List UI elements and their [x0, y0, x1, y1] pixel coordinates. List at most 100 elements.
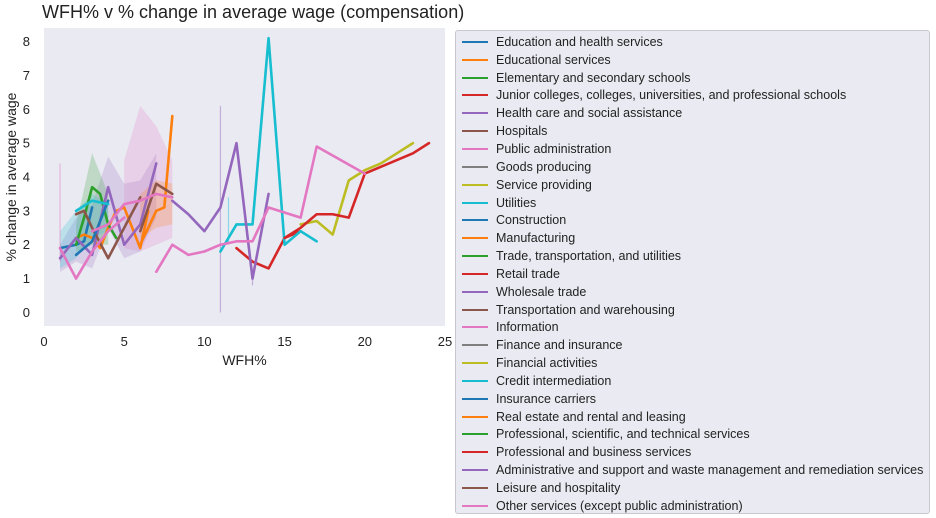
y-tick-label: 4	[23, 170, 30, 185]
series-line-6	[58, 216, 126, 280]
legend-item: Service providing	[462, 176, 929, 194]
legend-label: Professional, scientific, and technical …	[496, 427, 750, 442]
legend-swatch	[462, 397, 488, 400]
legend-swatch	[462, 165, 488, 168]
legend-swatch	[462, 487, 488, 490]
chart-plot: 0 5 10 15 20 25 0 1 2 3 4 5 6 7 8 WFH% % change in av…	[3, 28, 452, 368]
y-axis-label: % change in average wage	[3, 92, 19, 261]
legend-swatch	[462, 451, 488, 454]
legend-label: Trade, transportation, and utilities	[496, 249, 682, 264]
legend-item: Credit intermediation	[462, 372, 929, 390]
legend-swatch	[462, 94, 488, 97]
legend-item: Insurance carriers	[462, 390, 929, 408]
legend-swatch	[462, 308, 488, 311]
legend-label: Junior colleges, colleges, universities,…	[496, 88, 847, 103]
legend-item: Education and health services	[462, 33, 929, 51]
legend-label: Other services (except public administra…	[496, 498, 743, 513]
legend-item: Wholesale trade	[462, 283, 929, 301]
legend-label: Professional and business services	[496, 445, 692, 460]
legend-item: Trade, transportation, and utilities	[462, 247, 929, 265]
legend-swatch	[462, 147, 488, 150]
legend-swatch	[462, 326, 488, 329]
x-tick-labels: 0 5 10 15 20 25	[40, 334, 452, 349]
confidence-band-1	[124, 105, 173, 252]
series-line-4	[58, 162, 158, 260]
legend-swatch	[462, 76, 488, 79]
legend-swatch	[462, 130, 488, 133]
legend-item: Public administration	[462, 140, 929, 158]
legend-swatch	[462, 237, 488, 240]
series-line-9	[219, 36, 318, 253]
x-tick-label: 15	[277, 334, 291, 349]
legend-label: Construction	[496, 213, 567, 228]
legend-label: Wholesale trade	[496, 284, 587, 299]
series-line-13	[283, 141, 431, 240]
y-tick-label: 7	[23, 68, 30, 83]
series-line-26	[90, 192, 174, 233]
legend-item: Health care and social assistance	[462, 104, 929, 122]
legend-label: Goods producing	[496, 159, 592, 174]
legend-item: Manufacturing	[462, 229, 929, 247]
legend-swatch	[462, 272, 488, 275]
legend-label: Retail trade	[496, 266, 560, 281]
x-axis-label: WFH%	[222, 352, 266, 368]
legend-swatch	[462, 201, 488, 204]
legend-item: Professional, scientific, and technical …	[462, 426, 929, 444]
legend-swatch	[462, 255, 488, 258]
legend-label: Administrative and support and waste man…	[496, 463, 924, 478]
x-tick-label: 20	[358, 334, 372, 349]
legend-swatch	[462, 504, 488, 507]
legend-swatch	[462, 58, 488, 61]
legend-label: Elementary and secondary schools	[496, 70, 691, 85]
series-line-8	[299, 141, 415, 236]
series-line-15	[138, 182, 174, 233]
legend-item: Administrative and support and waste man…	[462, 461, 929, 479]
legend-item: Leisure and hospitality	[462, 479, 929, 497]
legend: Education and health services Educational…	[455, 30, 930, 514]
legend-item: Construction	[462, 211, 929, 229]
y-tick-label: 5	[23, 136, 30, 151]
legend-item: Financial activities	[462, 354, 929, 372]
legend-label: Manufacturing	[496, 231, 576, 246]
legend-item: Real estate and rental and leasing	[462, 408, 929, 426]
confidence-band-3	[60, 193, 109, 269]
legend-swatch	[462, 415, 488, 418]
y-tick-label: 3	[23, 203, 30, 218]
y-tick-label: 2	[23, 237, 30, 252]
y-tick-labels: 0 1 2 3 4 5 6 7 8	[23, 34, 30, 320]
chart-title: WFH% v % change in average wage (compens…	[42, 2, 465, 22]
legend-item: Finance and insurance	[462, 336, 929, 354]
legend-item: Hospitals	[462, 122, 929, 140]
legend-label: Service providing	[496, 177, 592, 192]
legend-label: Utilities	[496, 195, 537, 210]
legend-swatch	[462, 344, 488, 347]
legend-item: Information	[462, 319, 929, 337]
legend-item: Goods producing	[462, 158, 929, 176]
legend-swatch	[462, 219, 488, 222]
x-tick-label: 25	[438, 334, 452, 349]
legend-item: Professional and business services	[462, 443, 929, 461]
legend-swatch	[462, 433, 488, 436]
legend-item: Transportation and warehousing	[462, 301, 929, 319]
legend-item: Utilities	[462, 194, 929, 212]
legend-swatch	[462, 40, 488, 43]
series-lines	[58, 36, 431, 280]
series-line-2	[74, 185, 118, 247]
legend-swatch	[462, 290, 488, 293]
series-line-10	[74, 199, 110, 257]
y-tick-label: 6	[23, 102, 30, 117]
legend-label: Hospitals	[496, 124, 548, 139]
series-line-16	[154, 145, 367, 274]
legend-swatch	[462, 362, 488, 365]
series-line-11	[138, 114, 174, 247]
legend-label: Education and health services	[496, 34, 663, 49]
legend-label: Financial activities	[496, 356, 598, 371]
y-tick-label: 1	[23, 271, 30, 286]
x-tick-label: 0	[40, 334, 47, 349]
legend-label: Public administration	[496, 141, 612, 156]
legend-swatch	[462, 112, 488, 115]
legend-item: Retail trade	[462, 265, 929, 283]
y-tick-label: 8	[23, 34, 30, 49]
legend-item: Other services (except public administra…	[462, 497, 929, 515]
legend-swatch	[462, 379, 488, 382]
